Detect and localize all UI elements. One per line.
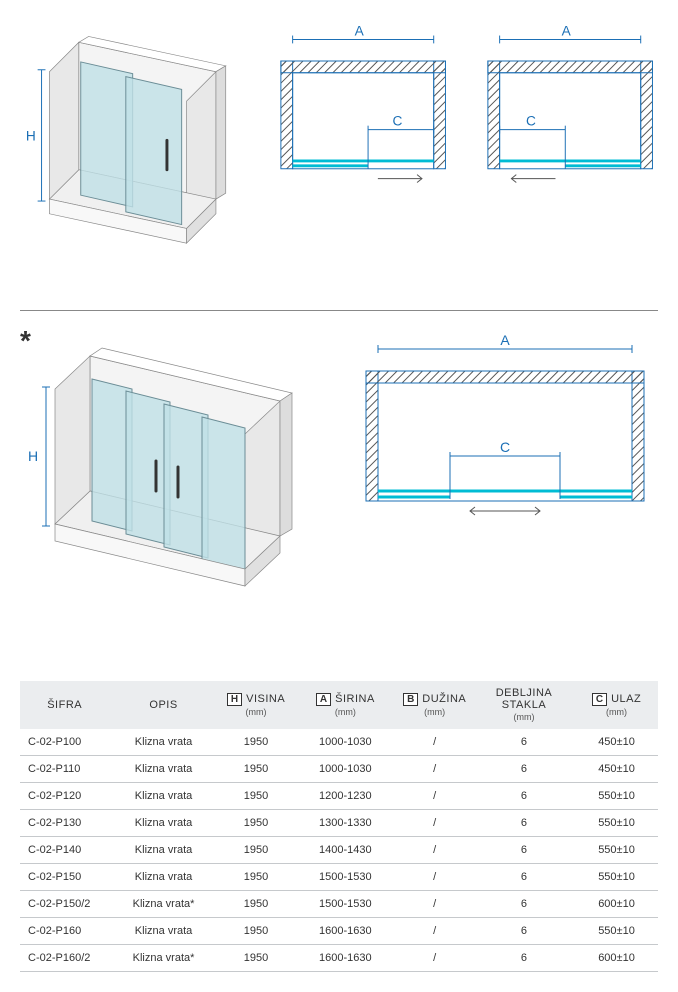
table-cell: C-02-P150 bbox=[20, 864, 109, 891]
table-cell: / bbox=[396, 729, 473, 756]
table-cell: C-02-P150/2 bbox=[20, 891, 109, 918]
table-cell: Klizna vrata bbox=[109, 918, 217, 945]
table-cell: C-02-P160 bbox=[20, 918, 109, 945]
table-cell: 1500-1530 bbox=[294, 891, 396, 918]
table-cell: C-02-P130 bbox=[20, 810, 109, 837]
table-cell: 1950 bbox=[218, 891, 295, 918]
dim-label-C: C bbox=[500, 439, 510, 455]
table-cell: Klizna vrata bbox=[109, 864, 217, 891]
table-cell: 1950 bbox=[218, 783, 295, 810]
table-cell: 1200-1230 bbox=[294, 783, 396, 810]
table-cell: / bbox=[396, 837, 473, 864]
table-cell: / bbox=[396, 918, 473, 945]
table-cell: Klizna vrata bbox=[109, 756, 217, 783]
table-cell: 6 bbox=[473, 864, 575, 891]
col-header: AŠIRINA(mm) bbox=[294, 681, 396, 729]
iso-shower-single: H bbox=[20, 20, 245, 290]
asterisk-mark: * bbox=[20, 325, 31, 357]
table-row: C-02-P140Klizna vrata19501400-1430/6550±… bbox=[20, 837, 658, 864]
table-cell: 550±10 bbox=[575, 810, 658, 837]
dim-label-H: H bbox=[28, 448, 38, 464]
table-row: C-02-P130Klizna vrata19501300-1330/6550±… bbox=[20, 810, 658, 837]
table-cell: 1000-1030 bbox=[294, 756, 396, 783]
dim-label-H: H bbox=[26, 128, 36, 143]
table-cell: 6 bbox=[473, 891, 575, 918]
table-cell: Klizna vrata bbox=[109, 729, 217, 756]
plan-view-1: A C bbox=[275, 20, 451, 200]
table-cell: 450±10 bbox=[575, 756, 658, 783]
table-row: C-02-P160/2Klizna vrata*19501600-1630/66… bbox=[20, 945, 658, 972]
table-row: C-02-P150Klizna vrata19501500-1530/6550±… bbox=[20, 864, 658, 891]
table-cell: 6 bbox=[473, 810, 575, 837]
diagram-section-2: * bbox=[20, 331, 658, 651]
table-cell: C-02-P120 bbox=[20, 783, 109, 810]
table-cell: 6 bbox=[473, 918, 575, 945]
table-cell: 600±10 bbox=[575, 945, 658, 972]
table-cell: 1400-1430 bbox=[294, 837, 396, 864]
table-cell: 1950 bbox=[218, 918, 295, 945]
table-cell: 1950 bbox=[218, 729, 295, 756]
table-row: C-02-P150/2Klizna vrata*19501500-1530/66… bbox=[20, 891, 658, 918]
table-cell: C-02-P110 bbox=[20, 756, 109, 783]
col-header: OPIS bbox=[109, 681, 217, 729]
table-cell: 550±10 bbox=[575, 783, 658, 810]
col-header: ŠIFRA bbox=[20, 681, 109, 729]
specs-table-body: C-02-P100Klizna vrata19501000-1030/6450±… bbox=[20, 729, 658, 972]
col-header: BDUŽINA(mm) bbox=[396, 681, 473, 729]
col-header: CULAZ(mm) bbox=[575, 681, 658, 729]
col-header: HVISINA(mm) bbox=[218, 681, 295, 729]
table-cell: 550±10 bbox=[575, 918, 658, 945]
table-cell: / bbox=[396, 756, 473, 783]
dim-label-A: A bbox=[355, 24, 365, 39]
dim-label-A: A bbox=[500, 332, 510, 348]
table-cell: 6 bbox=[473, 729, 575, 756]
table-cell: / bbox=[396, 945, 473, 972]
table-row: C-02-P160Klizna vrata19501600-1630/6550±… bbox=[20, 918, 658, 945]
table-cell: 6 bbox=[473, 756, 575, 783]
table-cell: Klizna vrata* bbox=[109, 891, 217, 918]
table-cell: 1000-1030 bbox=[294, 729, 396, 756]
table-cell: 6 bbox=[473, 783, 575, 810]
table-cell: 1950 bbox=[218, 837, 295, 864]
table-cell: 1950 bbox=[218, 864, 295, 891]
dim-label-A: A bbox=[561, 24, 571, 39]
specs-table: ŠIFRAOPISHVISINA(mm)AŠIRINA(mm)BDUŽINA(m… bbox=[20, 681, 658, 972]
table-cell: / bbox=[396, 891, 473, 918]
table-cell: 550±10 bbox=[575, 837, 658, 864]
table-cell: 1500-1530 bbox=[294, 864, 396, 891]
table-cell: 1600-1630 bbox=[294, 945, 396, 972]
table-cell: Klizna vrata* bbox=[109, 945, 217, 972]
table-cell: Klizna vrata bbox=[109, 810, 217, 837]
table-cell: 600±10 bbox=[575, 891, 658, 918]
dim-label-C: C bbox=[526, 114, 536, 129]
table-cell: 1950 bbox=[218, 945, 295, 972]
table-cell: Klizna vrata bbox=[109, 837, 217, 864]
table-cell: / bbox=[396, 864, 473, 891]
table-cell: 1950 bbox=[218, 756, 295, 783]
iso-shower-double: H bbox=[20, 331, 320, 651]
table-cell: Klizna vrata bbox=[109, 783, 217, 810]
plan-view-2: A C bbox=[482, 20, 658, 200]
diagram-section-1: H A C bbox=[20, 20, 658, 290]
table-cell: C-02-P160/2 bbox=[20, 945, 109, 972]
table-cell: 1950 bbox=[218, 810, 295, 837]
table-cell: 1300-1330 bbox=[294, 810, 396, 837]
table-cell: 6 bbox=[473, 837, 575, 864]
table-cell: 550±10 bbox=[575, 864, 658, 891]
table-cell: / bbox=[396, 810, 473, 837]
plan-view-double: A C bbox=[360, 331, 650, 531]
section-divider bbox=[20, 310, 658, 311]
dim-label-C: C bbox=[393, 114, 403, 129]
table-cell: C-02-P100 bbox=[20, 729, 109, 756]
table-row: C-02-P110Klizna vrata19501000-1030/6450±… bbox=[20, 756, 658, 783]
specs-table-header: ŠIFRAOPISHVISINA(mm)AŠIRINA(mm)BDUŽINA(m… bbox=[20, 681, 658, 729]
table-cell: 1600-1630 bbox=[294, 918, 396, 945]
table-cell: 6 bbox=[473, 945, 575, 972]
table-cell: / bbox=[396, 783, 473, 810]
table-row: C-02-P120Klizna vrata19501200-1230/6550±… bbox=[20, 783, 658, 810]
col-header: DEBLJINA STAKLA(mm) bbox=[473, 681, 575, 729]
table-cell: 450±10 bbox=[575, 729, 658, 756]
table-row: C-02-P100Klizna vrata19501000-1030/6450±… bbox=[20, 729, 658, 756]
table-cell: C-02-P140 bbox=[20, 837, 109, 864]
